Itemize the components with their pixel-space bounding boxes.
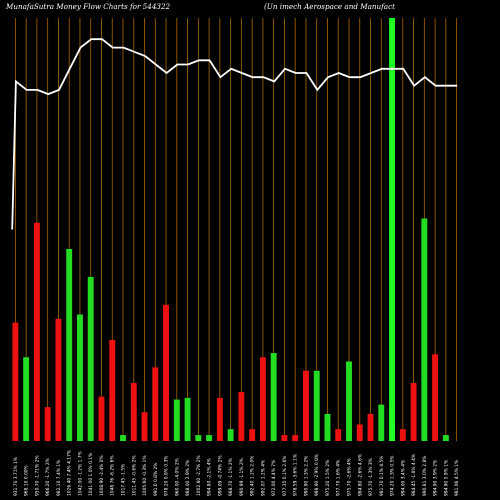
- x-tick-label: 990.81 3.0% 2.8%: [422, 456, 428, 496]
- x-tick-label: 960.00 -4.0% 2%: [174, 458, 180, 496]
- chart-title-left: MunafaSutra Money Flow Charts for 544322: [5, 2, 171, 11]
- money-flow-bar: [195, 435, 202, 441]
- x-tick-label: 977.70 1.6% 4%: [336, 460, 342, 496]
- money-flow-bar: [356, 424, 363, 441]
- money-flow-bar: [109, 339, 116, 441]
- x-tick-label: 977.35 0.1% 2.6%: [282, 456, 288, 496]
- money-flow-bar: [206, 435, 213, 441]
- x-tick-label: 984.45 -1.8% 4.4%: [411, 454, 417, 496]
- money-flow-bar: [66, 248, 73, 441]
- x-tick-label: 994.80 -2.1% 4%: [207, 458, 213, 496]
- x-tick-label: 972.00 4.4% 7%: [271, 460, 277, 496]
- x-tick-label: 1017.45 -1.5%: [121, 464, 127, 496]
- money-flow-bar: [389, 18, 396, 441]
- x-tick-label: 968.10 0.00%: [24, 465, 30, 496]
- money-flow-bar: [292, 435, 299, 441]
- x-tick-label: 990.99 -1.1% 2%: [239, 458, 245, 496]
- money-flow-bar: [216, 397, 223, 441]
- x-tick-label: 931.70 3.71% 1%: [13, 457, 19, 496]
- money-flow-bar: [87, 276, 94, 441]
- x-tick-label: 974.20 1.3% 0.5%: [390, 456, 396, 496]
- x-tick-label: 978.20 0.8% 0.3%: [164, 456, 170, 496]
- price-line: [11, 38, 458, 230]
- price-line-path: [11, 38, 458, 230]
- x-tick-label: 966.20 -1.7% 2%: [45, 458, 51, 496]
- money-flow-bar: [421, 218, 428, 441]
- money-flow-bar: [378, 404, 385, 441]
- x-tick-label: 998.90 -2.9% 0.8%: [314, 454, 320, 496]
- x-tick-label: 991.0 0.8% 2%: [153, 463, 159, 496]
- money-flow-bar: [130, 383, 137, 441]
- x-tick-label: 1042.00 -1.2% 1.7%: [77, 451, 83, 496]
- x-tick-label: 975.70 -2.6% 4%: [347, 458, 353, 496]
- money-flow-bar: [173, 399, 180, 441]
- money-flow-bar: [335, 429, 342, 441]
- money-flow-bar: [120, 435, 126, 441]
- x-tick-label: 988.00 2.9% 2%: [185, 460, 191, 496]
- money-flow-bar: [249, 429, 256, 441]
- money-flow-bar: [152, 367, 159, 441]
- money-flow-bar: [238, 391, 245, 441]
- x-tick-label: 975.20 1.5% 2%: [325, 460, 331, 496]
- x-tick-label: 994.00 3.4% 4%: [400, 460, 406, 496]
- x-tick-label: 992.40 1.2% 2.0%: [250, 456, 256, 496]
- money-flow-bar: [98, 396, 105, 441]
- money-flow-bar: [141, 412, 148, 441]
- chart-title-right: (Un imech Aerospace and Manufact: [264, 2, 395, 11]
- x-tick-label: 950.70 -1.71% 2%: [34, 455, 40, 496]
- money-flow-bar: [44, 407, 51, 441]
- x-tick-label: 1041.00 1.0% 0.1%: [88, 453, 94, 496]
- money-flow-bar: [302, 370, 309, 441]
- money-flow-bar: [399, 429, 406, 441]
- money-flow-bar: [259, 357, 266, 441]
- x-tick-label: 988.70 -1.1% 2%: [228, 458, 234, 496]
- money-flow-bar: [410, 383, 417, 441]
- money-flow-bar: [432, 354, 439, 441]
- money-flow-bar: [12, 322, 19, 441]
- x-tick-labels: 931.70 3.71% 1% 968.10 0.00% 950.70 -1.71%…: [13, 450, 460, 496]
- x-tick-label: 981.06 4.5% 1%: [454, 460, 460, 496]
- x-tick-label: 1002.80 -2.7% 2%: [196, 455, 202, 496]
- x-tick-label: 982.10 7.4% 1%: [56, 460, 62, 496]
- money-flow-bar: [227, 429, 234, 441]
- x-tick-label: 1005.60 -0.3% 1%: [142, 455, 148, 496]
- x-tick-label: 999.09 -0.74% 2%: [217, 455, 223, 496]
- money-flow-bar: [324, 413, 331, 441]
- money-flow-bar: [23, 357, 30, 441]
- money-flow-bar: [163, 304, 170, 441]
- x-tick-label: 981.70 0.1% 4.5%: [379, 456, 385, 496]
- money-flow-bar: [270, 353, 277, 441]
- money-flow-bar: [76, 314, 83, 441]
- x-tick-label: 984.80 -2.6% 4.6%: [357, 454, 363, 496]
- x-tick-label: 990.90 1.3% 2.2%: [303, 456, 309, 496]
- money-flow-bars: [12, 18, 449, 441]
- money-flow-bar: [184, 397, 191, 441]
- x-tick-label: 992.07 1.2% 4%: [260, 460, 266, 496]
- x-tick-label: 1026.40 7.4% 4.17%: [67, 450, 73, 496]
- money-flow-bar: [367, 413, 374, 441]
- x-tick-label: 994.90 5.9% 1%: [443, 460, 449, 496]
- money-flow-bar: [281, 435, 288, 441]
- x-tick-label: 994.90 3.9% 2%: [433, 460, 439, 496]
- x-tick-label: 978.59 -3.6% 1.1%: [293, 454, 299, 496]
- x-tick-label: 1048.76 -6.2% 6%: [110, 455, 116, 496]
- x-tick-label: 1011.45 -0.6% 2%: [131, 455, 137, 496]
- money-flow-bar: [33, 222, 40, 441]
- x-tick-label: 975.70 -1.3% 3%: [368, 458, 374, 496]
- money-flow-bar: [346, 361, 352, 441]
- money-flow-bar: [313, 370, 320, 441]
- money-flow-bar: [55, 318, 62, 441]
- x-tick-label: 1008.90 -2.4% 0%: [99, 455, 105, 496]
- money-flow-bar: [442, 435, 449, 441]
